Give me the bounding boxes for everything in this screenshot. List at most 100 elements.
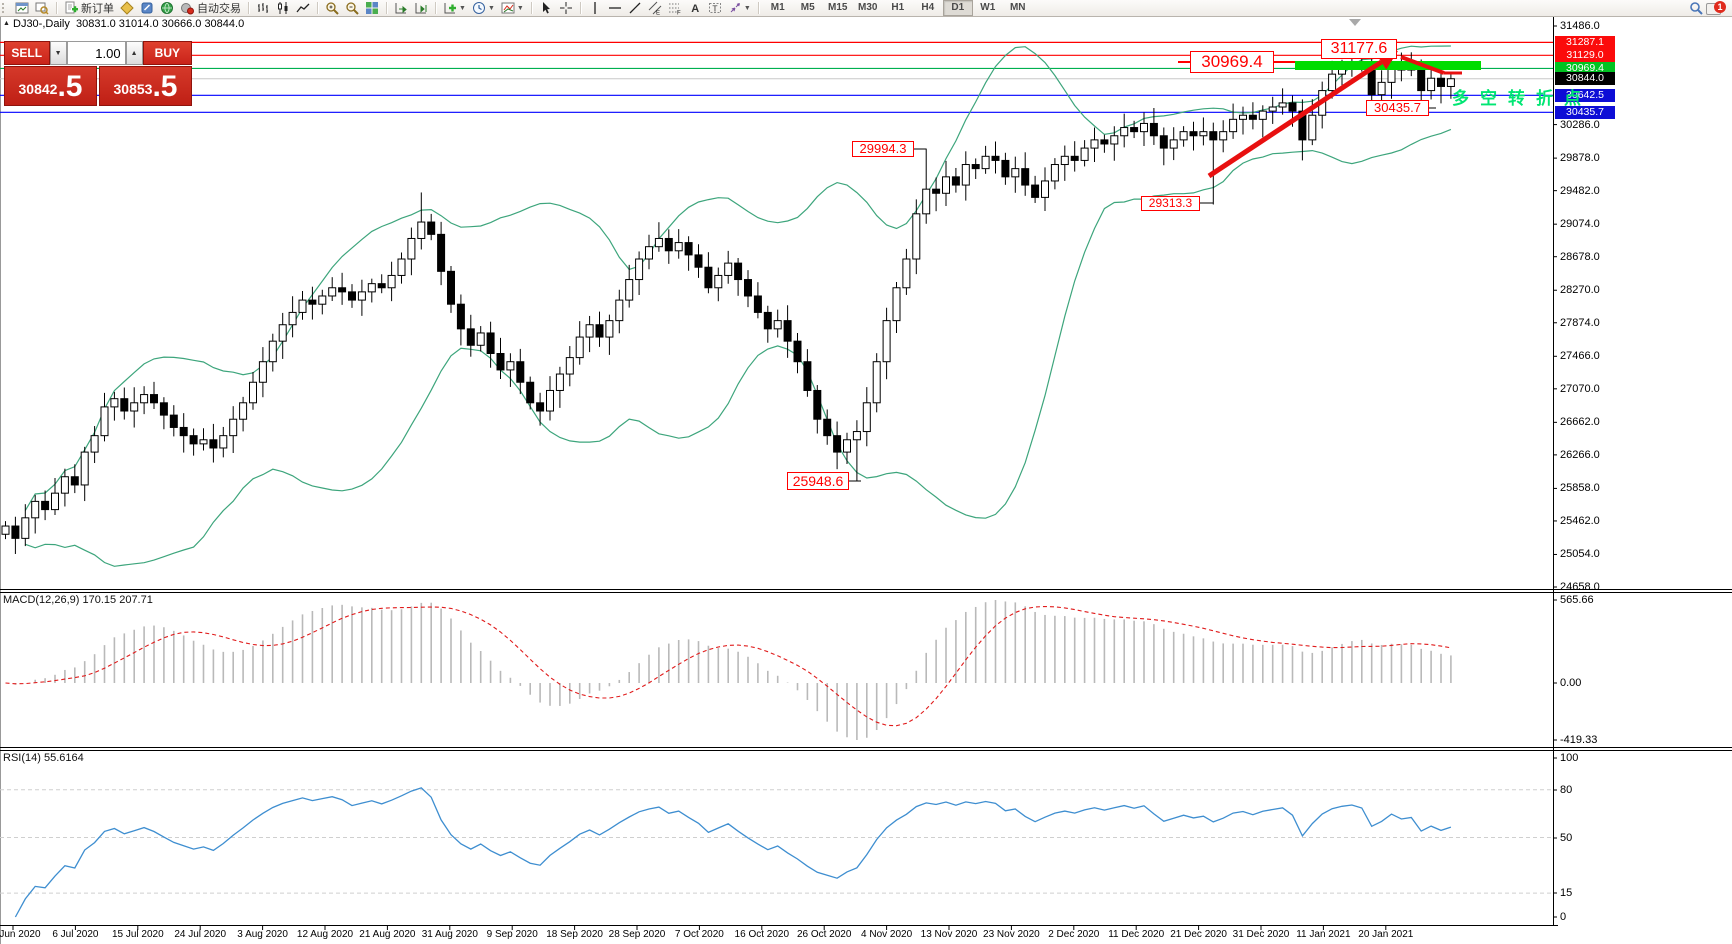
date-axis-label: 6 Jul 2020: [52, 929, 99, 940]
rsi-indicator-label: RSI(14) 55.6164: [3, 752, 84, 764]
text-button[interactable]: A: [685, 0, 705, 16]
history-button[interactable]: [117, 0, 137, 16]
candle-chart-button[interactable]: [273, 0, 293, 16]
date-axis-label: 13 Nov 2020: [920, 929, 978, 940]
timeframe-w1-button[interactable]: W1: [980, 2, 996, 13]
timeframe-d1-button[interactable]: D1: [942, 0, 973, 16]
timeframe-h1-button[interactable]: H1: [891, 2, 905, 13]
svg-text:E: E: [656, 11, 660, 16]
price-axis-tick: 27070.0: [1560, 382, 1600, 395]
price-axis-tick: 30286.0: [1560, 118, 1600, 131]
price-level-badge: 30435.7: [1555, 105, 1615, 119]
buy-price-display[interactable]: 30853.5: [99, 66, 192, 106]
tile-windows-button[interactable]: [362, 0, 382, 16]
main-toolbar: 新订单 自动交易 ▼ ▼ ▼ E F A T ▼ M1 M5 M15 M30 H1 H4 D1 W1 MN 1: [0, 0, 1732, 17]
fibonacci-button[interactable]: F: [665, 0, 685, 16]
price-level-badge: 31129.0: [1555, 48, 1615, 62]
bar-chart-icon: [258, 3, 268, 13]
indicators-dropdown-caret-icon[interactable]: ▼: [459, 4, 466, 12]
vertical-line-button[interactable]: [585, 0, 605, 16]
autotrade-label: 自动交易: [197, 3, 241, 15]
volume-input[interactable]: 1.00: [66, 41, 126, 65]
history-icon: [120, 1, 134, 15]
timeframe-h4-button[interactable]: H4: [921, 2, 935, 13]
auto-scroll-button[interactable]: [391, 0, 411, 16]
equidistant-channel-button[interactable]: E: [645, 0, 665, 16]
toolbar-separator: [435, 2, 436, 14]
panel-divider[interactable]: [0, 745, 1732, 752]
timeframe-m15-button[interactable]: M15: [828, 2, 848, 13]
toolbar-drag-handle[interactable]: [2, 3, 8, 13]
templates-button[interactable]: ▼: [498, 0, 527, 16]
autotrade-button[interactable]: 自动交易: [177, 0, 244, 16]
price-axis-tick: 28270.0: [1560, 284, 1600, 297]
chart-shift-icon: [415, 3, 427, 14]
cursor-button[interactable]: [536, 0, 556, 16]
search-button[interactable]: [1686, 0, 1706, 16]
expand-icon[interactable]: ▲: [3, 20, 10, 27]
date-axis-label: 21 Aug 2020: [359, 929, 416, 940]
price-annotation-label[interactable]: 30435.7: [1366, 100, 1429, 116]
macd-axis-tick: 0.00: [1560, 677, 1582, 689]
zoom-out-button[interactable]: [342, 0, 362, 16]
scripts-button[interactable]: [137, 0, 157, 16]
notifications-button[interactable]: 1: [1706, 1, 1726, 15]
price-annotation-label[interactable]: 29994.3: [852, 141, 914, 157]
chart-profiles-button[interactable]: [32, 0, 52, 16]
price-annotation-label[interactable]: 30969.4: [1190, 51, 1274, 73]
timeframe-mn-button[interactable]: MN: [1009, 2, 1026, 13]
price-axis-tick: 26662.0: [1560, 416, 1600, 429]
arrows-dropdown-caret-icon[interactable]: ▼: [743, 4, 751, 12]
templates-dropdown-caret-icon[interactable]: ▼: [516, 4, 524, 12]
toolbar-separator: [579, 2, 581, 14]
timeframe-m30-button[interactable]: M30: [858, 2, 878, 13]
bar-chart-button[interactable]: [253, 0, 273, 16]
chart-shift-marker-icon[interactable]: [1349, 19, 1361, 26]
vertical-line-icon: [594, 2, 596, 14]
toolbar-separator: [386, 2, 387, 14]
line-chart-button[interactable]: [293, 0, 313, 16]
chinese-annotation-note[interactable]: 多空转折点: [1452, 89, 1592, 108]
svg-text:F: F: [677, 11, 681, 16]
text-label-button[interactable]: T: [705, 0, 725, 16]
crosshair-button[interactable]: [556, 0, 576, 16]
indicators-button[interactable]: ▼: [440, 0, 469, 16]
indicators-icon: [444, 3, 456, 14]
date-axis-label: 20 Jan 2021: [1358, 929, 1414, 940]
arrows-button[interactable]: ▼: [725, 0, 754, 16]
rsi-axis-tick: 15: [1560, 887, 1573, 899]
line-chart-icon: [296, 3, 310, 13]
date-axis-label: 7 Oct 2020: [674, 929, 724, 940]
timeframe-m5-button[interactable]: M5: [800, 2, 815, 13]
sell-price-display[interactable]: 30842.5: [4, 66, 97, 106]
horizontal-line-button[interactable]: [605, 0, 625, 16]
auto-scroll-icon: [395, 3, 407, 14]
market-watch-button[interactable]: [157, 0, 177, 16]
periods-button[interactable]: ▼: [469, 0, 498, 16]
chart-shift-button[interactable]: [411, 0, 431, 16]
trendline-button[interactable]: [625, 0, 645, 16]
price-level-badge: 30844.0: [1555, 72, 1615, 86]
price-annotation-label[interactable]: 25948.6: [787, 472, 849, 490]
buy-button[interactable]: BUY: [142, 41, 192, 65]
price-annotation-label[interactable]: 29313.3: [1141, 196, 1200, 211]
new-order-button[interactable]: 新订单: [61, 0, 117, 16]
price-axis-tick: 25054.0: [1560, 548, 1600, 561]
timeframe-m1-button[interactable]: M1: [770, 2, 785, 13]
sell-button[interactable]: SELL: [4, 41, 50, 65]
horizontal-line-icon: [608, 7, 621, 9]
new-chart-button[interactable]: [12, 0, 32, 16]
date-axis-label: 23 Nov 2020: [983, 929, 1040, 940]
volume-decrease-button[interactable]: ▼: [49, 41, 67, 65]
zoom-in-button[interactable]: [322, 0, 342, 16]
date-axis-label: 31 Dec 2020: [1232, 929, 1290, 940]
price-annotation-label[interactable]: 31177.6: [1321, 39, 1397, 59]
panel-divider[interactable]: [0, 587, 1732, 594]
periods-dropdown-caret-icon[interactable]: ▼: [487, 4, 495, 12]
date-axis-label: 31 Aug 2020: [421, 929, 478, 940]
volume-increase-button[interactable]: ▲: [125, 41, 143, 65]
price-axis-tick: 29074.0: [1560, 218, 1600, 231]
date-axis-label: 24 Jul 2020: [174, 929, 227, 940]
